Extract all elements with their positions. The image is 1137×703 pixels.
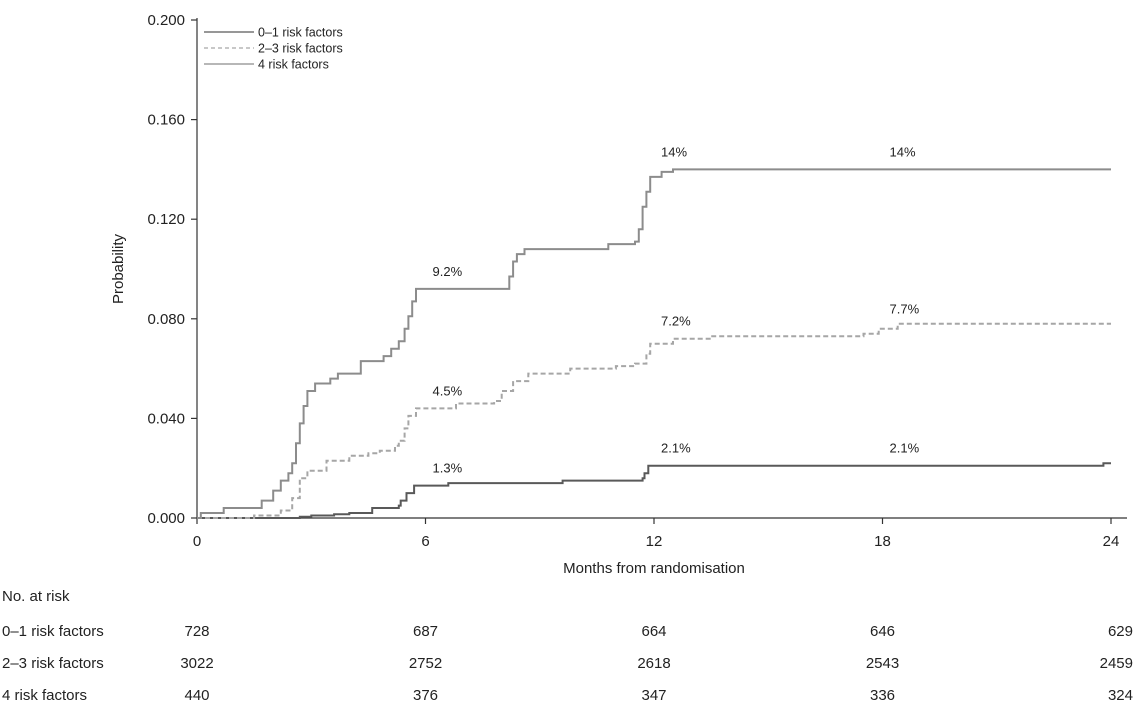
- x-tick-label: 12: [646, 533, 663, 550]
- axes: 0.000 0.040 0.080 0.120 0.160 0.200 0 6 12 18 24 Mo…: [110, 12, 1127, 577]
- data-label: 2.1%: [661, 441, 691, 456]
- risk-value: 687: [413, 623, 438, 640]
- risk-value: 3022: [180, 655, 213, 672]
- annotations: 1.3% 2.1% 2.1% 4.5% 7.2% 7.7% 9.2% 14% 14%: [433, 144, 920, 475]
- risk-value: 2752: [409, 655, 442, 672]
- risk-row-label: 4 risk factors: [2, 687, 87, 703]
- series-line-3: [197, 168, 1111, 519]
- y-tick-label: 0.040: [147, 410, 185, 427]
- x-tick-label: 0: [193, 533, 201, 550]
- risk-value: 664: [641, 623, 666, 640]
- risk-value: 347: [641, 687, 666, 703]
- risk-value: 376: [413, 687, 438, 703]
- data-label: 14%: [661, 144, 687, 159]
- data-label: 2.1%: [890, 441, 920, 456]
- legend-label-1: 0–1 risk factors: [258, 26, 343, 40]
- x-axis-title: Months from randomisation: [563, 560, 745, 577]
- x-tick-label: 24: [1103, 533, 1120, 550]
- risk-value: 440: [184, 687, 209, 703]
- risk-table: No. at risk 0–1 risk factors 728 687 664 646 6…: [2, 588, 1133, 703]
- x-tick-label: 18: [874, 533, 891, 550]
- data-label: 7.7%: [890, 301, 920, 316]
- legend-label-2: 2–3 risk factors: [258, 42, 343, 56]
- risk-table-title: No. at risk: [2, 588, 70, 605]
- data-label: 1.3%: [433, 461, 463, 476]
- y-tick-label: 0.160: [147, 112, 185, 129]
- y-tick-label: 0.080: [147, 311, 185, 328]
- legend-label-3: 4 risk factors: [258, 58, 329, 72]
- risk-row-label: 2–3 risk factors: [2, 655, 104, 672]
- risk-value: 629: [1108, 623, 1133, 640]
- data-label: 9.2%: [433, 264, 463, 279]
- y-tick-label: 0.200: [147, 12, 185, 29]
- y-tick-label: 0.120: [147, 211, 185, 228]
- risk-value: 324: [1108, 687, 1133, 703]
- risk-value: 728: [184, 623, 209, 640]
- risk-value: 336: [870, 687, 895, 703]
- data-label: 7.2%: [661, 314, 691, 329]
- curves: [197, 168, 1111, 519]
- y-axis-title: Probability: [110, 233, 127, 304]
- risk-value: 2618: [637, 655, 670, 672]
- y-tick-label: 0.000: [147, 510, 185, 527]
- data-label: 4.5%: [433, 383, 463, 398]
- risk-value: 2543: [866, 655, 899, 672]
- series-line-2: [197, 322, 1111, 519]
- legend: 0–1 risk factors 2–3 risk factors 4 risk f…: [204, 26, 343, 72]
- risk-value: 646: [870, 623, 895, 640]
- risk-row-label: 0–1 risk factors: [2, 623, 104, 640]
- x-tick-label: 6: [421, 533, 429, 550]
- data-label: 14%: [890, 144, 916, 159]
- series-line-1: [197, 462, 1111, 519]
- risk-value: 2459: [1100, 655, 1133, 672]
